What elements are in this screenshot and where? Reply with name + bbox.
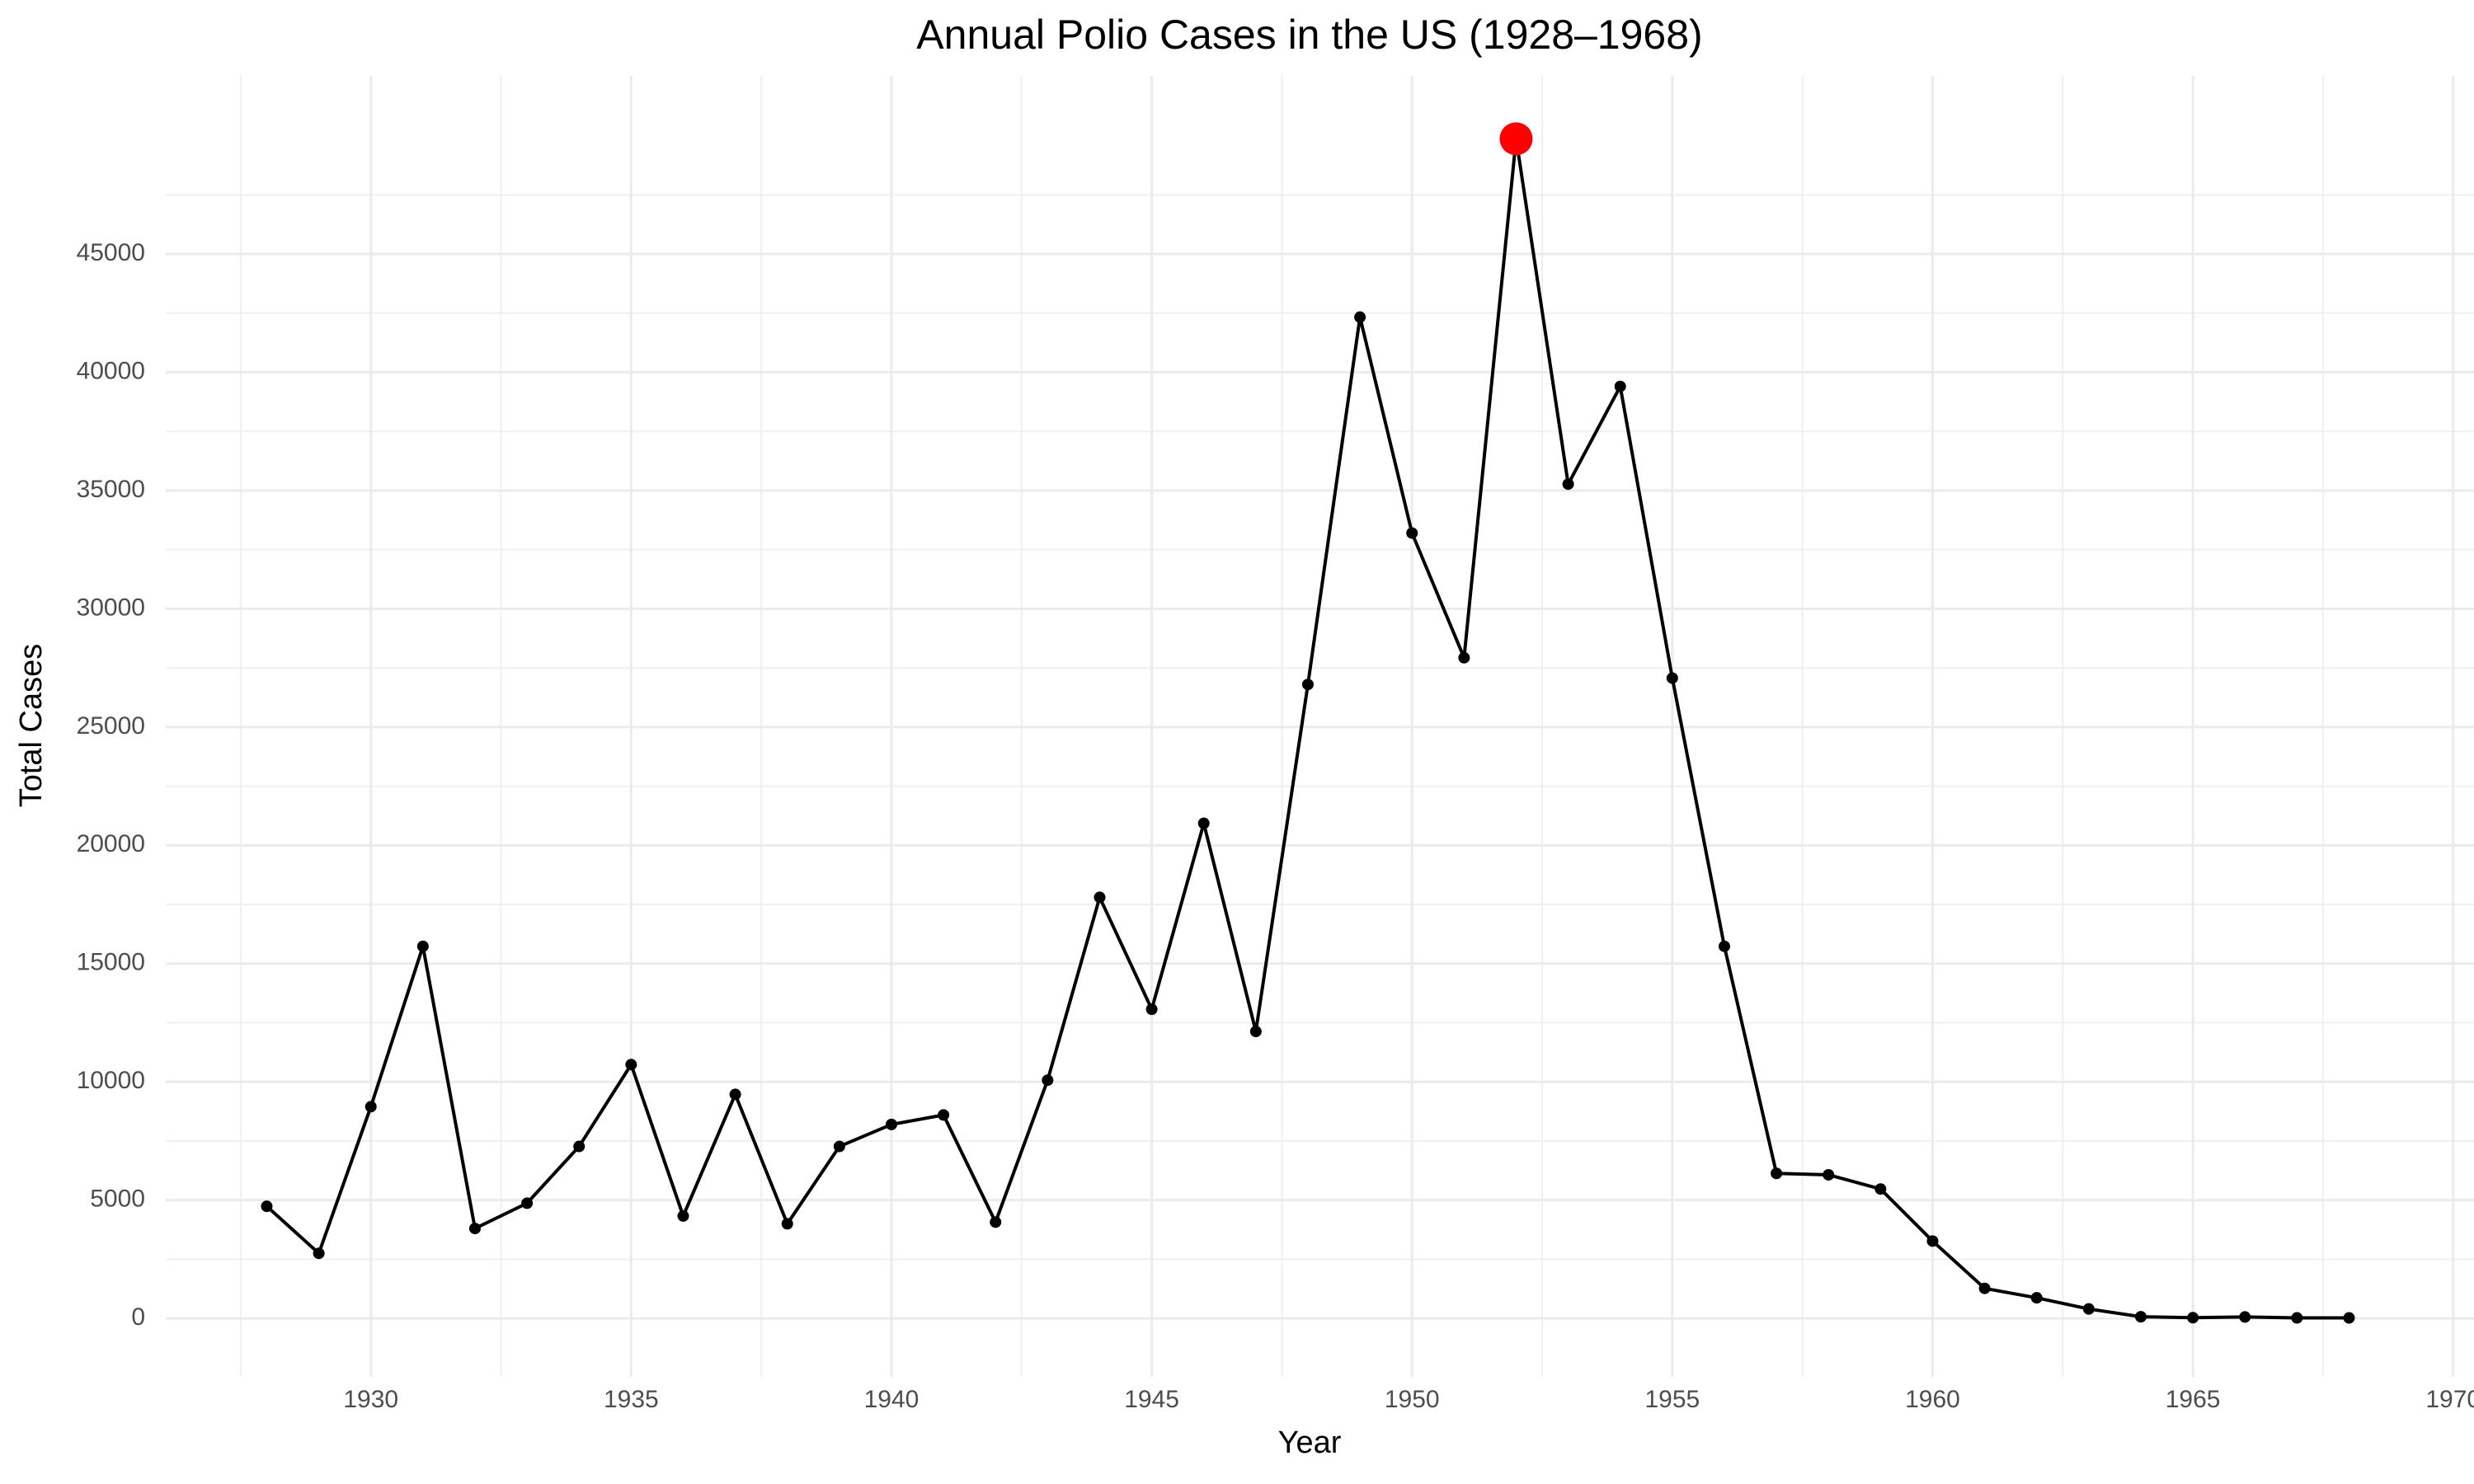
point [261, 1200, 273, 1213]
point [1874, 1183, 1887, 1195]
point [833, 1140, 845, 1153]
point [781, 1218, 793, 1230]
point [1771, 1167, 1783, 1180]
highlight-point [1499, 122, 1533, 156]
point [1145, 1003, 1158, 1016]
y-tick-label: 5000 [90, 1186, 145, 1213]
point [885, 1118, 897, 1130]
y-tick-label: 25000 [77, 712, 145, 740]
x-axis-title: Year [1278, 1425, 1342, 1460]
x-tick-label: 1950 [1385, 1386, 1440, 1413]
y-tick-label: 30000 [77, 594, 145, 621]
point [2187, 1312, 2199, 1324]
point [1301, 679, 1314, 691]
y-tick-label: 10000 [77, 1067, 145, 1094]
chart-title: Annual Polio Cases in the US (1928–1968) [916, 12, 1702, 58]
point [1718, 940, 1730, 952]
y-tick-label: 15000 [77, 949, 145, 976]
y-tick-label: 0 [131, 1303, 145, 1331]
y-axis-title: Total Cases [14, 644, 49, 808]
point [1666, 672, 1678, 684]
x-tick-label: 1965 [2166, 1386, 2221, 1413]
point [1614, 380, 1626, 392]
x-tick-label: 1940 [864, 1386, 920, 1413]
point [1042, 1074, 1054, 1087]
point [1094, 891, 1106, 904]
y-tick-label: 40000 [77, 357, 145, 384]
point [1249, 1026, 1262, 1038]
point [468, 1223, 481, 1235]
point [677, 1209, 689, 1222]
point [313, 1247, 325, 1260]
point [1823, 1168, 1835, 1181]
x-tick-label: 1955 [1644, 1386, 1700, 1413]
point [938, 1109, 950, 1121]
point [2030, 1292, 2043, 1304]
point [1562, 478, 1574, 491]
point [1197, 817, 1210, 829]
point [1458, 651, 1470, 664]
point [990, 1216, 1002, 1228]
y-tick-label: 45000 [77, 239, 145, 266]
point [2291, 1312, 2303, 1324]
point [573, 1140, 586, 1153]
x-tick-label: 1935 [604, 1386, 659, 1413]
x-tick-label: 1945 [1124, 1386, 1179, 1413]
point [416, 940, 429, 952]
point [2239, 1311, 2251, 1323]
x-tick-label: 1930 [343, 1386, 398, 1413]
point [2134, 1311, 2147, 1323]
point [1354, 311, 1366, 323]
point [1406, 527, 1418, 539]
point [1926, 1235, 1939, 1247]
y-tick-label: 20000 [77, 830, 145, 857]
point [2343, 1312, 2355, 1324]
point [2082, 1303, 2095, 1315]
point [365, 1101, 377, 1113]
point [625, 1059, 637, 1071]
y-tick-label: 35000 [77, 476, 145, 503]
point [521, 1197, 534, 1209]
point [1978, 1282, 1991, 1294]
x-tick-label: 1960 [1905, 1386, 1960, 1413]
x-tick-label: 1970 [2425, 1386, 2474, 1413]
point [729, 1088, 741, 1101]
